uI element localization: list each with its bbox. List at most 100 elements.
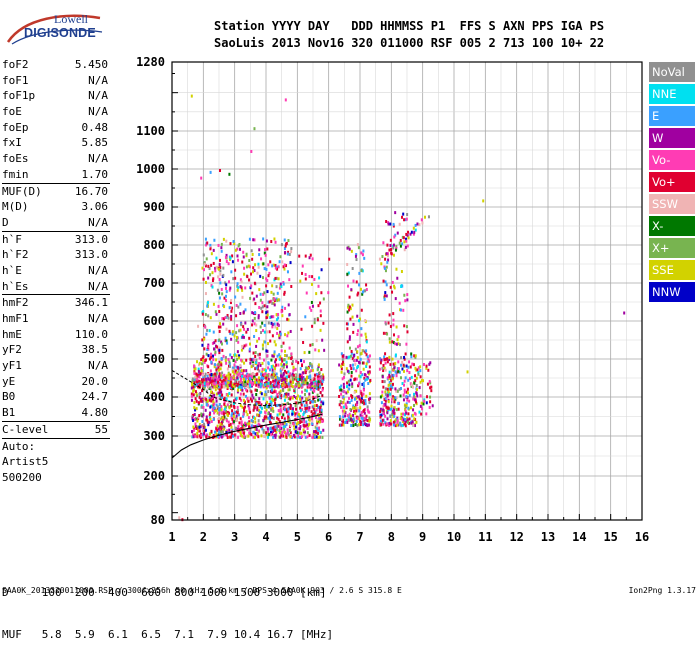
echo-point	[429, 386, 432, 390]
param-name: h`Es	[2, 279, 29, 293]
echo-point	[355, 358, 358, 362]
echo-point	[385, 422, 388, 426]
echo-point	[238, 329, 241, 333]
echo-point	[355, 396, 358, 400]
echo-point	[285, 264, 288, 268]
echo-point	[365, 353, 368, 357]
echo-point	[212, 330, 215, 334]
echo-point	[313, 435, 316, 439]
echo-point	[389, 384, 392, 388]
echo-point	[255, 378, 258, 382]
echo-point	[276, 327, 279, 331]
echo-point	[272, 435, 275, 439]
echo-point	[258, 369, 261, 373]
echo-point	[229, 286, 232, 290]
echo-point	[319, 416, 322, 420]
echo-point	[352, 354, 355, 358]
echo-point	[282, 281, 285, 285]
echo-point	[306, 423, 309, 427]
echo-point	[384, 396, 387, 400]
echo-point	[281, 359, 284, 363]
echo-point	[301, 407, 304, 411]
echo-point	[239, 364, 242, 368]
echo-point	[401, 419, 404, 423]
echo-point	[394, 362, 397, 366]
echo-point	[296, 396, 299, 400]
echo-point	[379, 361, 382, 365]
echo-point	[279, 384, 282, 388]
echo-point	[311, 343, 314, 347]
echo-point	[313, 430, 316, 434]
echo-point	[243, 423, 246, 427]
echo-point	[313, 317, 316, 321]
echo-point	[320, 268, 323, 272]
x-tick-label: 4	[262, 530, 269, 544]
echo-point	[274, 266, 277, 270]
echo-point	[289, 406, 292, 410]
echo-point	[249, 397, 252, 401]
echo-point	[342, 363, 345, 367]
echo-point	[213, 402, 216, 406]
echo-point	[258, 352, 261, 356]
param-value: N/A	[88, 89, 108, 103]
echo-point	[284, 306, 287, 310]
param-row: foF1p N/A	[2, 88, 110, 104]
echo-point	[210, 252, 213, 256]
echo-point	[406, 416, 409, 420]
echo-point	[225, 430, 228, 434]
echo-point	[366, 360, 369, 364]
echo-point	[242, 383, 245, 387]
x-tick-label: 5	[294, 530, 301, 544]
echo-point	[274, 343, 277, 347]
echo-point	[203, 262, 206, 266]
echo-point	[396, 419, 399, 423]
polarization-legend: NoVal NNE E W Vo- Vo+ SSW X- X+ SSE NNW	[649, 62, 695, 304]
echo-point	[360, 308, 363, 312]
echo-point	[322, 428, 325, 432]
echo-point	[257, 353, 260, 357]
echo-point	[222, 266, 225, 270]
echo-point	[257, 383, 260, 387]
echo-point	[197, 367, 200, 371]
echo-point	[283, 363, 286, 367]
echo-point	[268, 396, 271, 400]
echo-point	[355, 369, 358, 373]
echo-point	[388, 421, 391, 425]
echo-point	[343, 409, 346, 413]
echo-point	[239, 312, 242, 316]
echo-point	[262, 429, 265, 433]
param-name: Auto:	[2, 439, 36, 453]
echo-point	[207, 264, 210, 268]
echo-point	[358, 409, 361, 413]
echo-point	[359, 287, 362, 291]
echo-point	[217, 275, 220, 279]
echo-point	[273, 374, 276, 378]
echo-point	[226, 386, 229, 390]
echo-point	[302, 428, 305, 432]
echo-point	[223, 425, 226, 429]
echo-point	[199, 398, 202, 402]
echo-point	[387, 222, 390, 226]
echo-point	[306, 415, 309, 419]
echo-point	[278, 353, 281, 357]
echo-point	[274, 390, 277, 394]
echo-point	[304, 273, 307, 277]
echo-point	[231, 368, 234, 372]
echo-point	[190, 398, 193, 402]
echo-point	[306, 381, 309, 385]
echo-point	[203, 337, 206, 341]
echo-point	[191, 377, 194, 381]
echo-point	[202, 426, 205, 430]
echo-point	[205, 257, 208, 261]
echo-point	[236, 324, 239, 328]
echo-point	[236, 411, 239, 415]
echo-point	[346, 381, 349, 385]
echo-point	[394, 396, 397, 400]
echo-point	[401, 284, 404, 288]
param-value: 1.70	[81, 167, 109, 181]
echo-point	[352, 417, 355, 421]
echo-point	[210, 399, 213, 403]
echo-point	[274, 375, 277, 379]
echo-point	[226, 435, 229, 439]
echo-point	[354, 377, 357, 381]
